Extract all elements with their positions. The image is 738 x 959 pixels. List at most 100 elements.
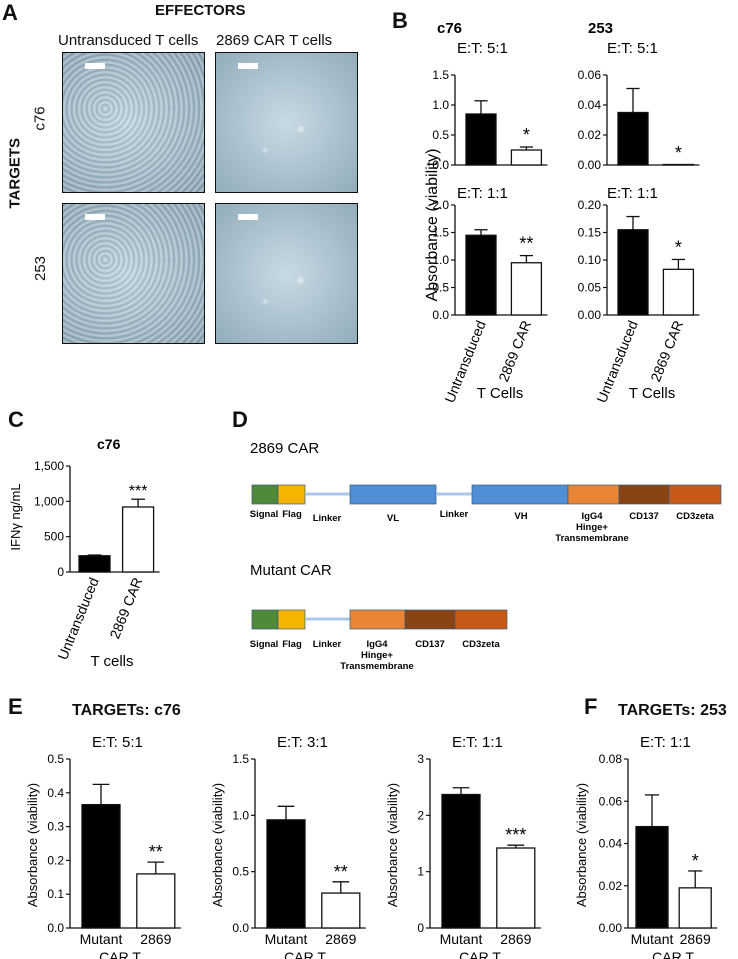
bar-control [617, 229, 649, 316]
et-ratio-label: E:T: 1:1 [457, 185, 508, 202]
panel-label-b: B [392, 8, 408, 33]
panel-label-d: D [232, 407, 248, 432]
y-tick-label: 0.0 [432, 158, 449, 172]
panel-e-title: TARGETs: c76 [72, 702, 181, 719]
row-c76-label: c76 [31, 106, 49, 131]
chart-b-c76-1to1: E:T: 1:10.00.51.01.52.0**Untransduced 286… [432, 185, 548, 405]
y-tick-label: 0.10 [578, 253, 602, 267]
y-tick-label: 1.0 [432, 253, 449, 267]
y-tick-label: 0 [57, 565, 64, 579]
y-tick-label: 0.3 [47, 820, 64, 834]
significance-marker: *** [129, 483, 148, 500]
y-tick-label: 0.04 [599, 837, 623, 851]
domain-label: CD3zeta [462, 639, 500, 650]
y-tick-label: 0 [417, 921, 424, 935]
x-axis-title: T Cells [629, 385, 675, 402]
x-tick-label: Mutant [631, 931, 674, 947]
panel-label-a: A [2, 0, 18, 25]
domain-label: IgG4 Hinge+ Transmembrane [340, 639, 413, 670]
chart-b-c76-5to1: c76 E:T: 5:1 0.0 0.5 1.0 1.5 * [432, 20, 548, 172]
bar-car [662, 163, 695, 166]
y-axis-title: Absorbance (viability) [385, 783, 400, 907]
y-tick-label: 0.5 [432, 281, 449, 295]
domain-label: IgG4 Hinge+ Transmembrane [555, 511, 628, 544]
domain-label: Linker [313, 513, 342, 524]
bar-car [510, 262, 543, 316]
bar-car [678, 887, 712, 929]
significance-marker: * [523, 125, 530, 145]
cd3zeta-domain [668, 484, 722, 505]
y-tick-label: 1.0 [432, 98, 449, 112]
y-tick-label: 1,500 [34, 459, 64, 473]
vh-domain [471, 484, 569, 505]
scale-bar [85, 63, 105, 69]
y-tick-label: 0.00 [578, 308, 602, 322]
y-tick-label: 0.08 [599, 752, 623, 766]
mutant-car-title: Mutant CAR [250, 562, 332, 579]
y-tick-label: 0.00 [599, 921, 623, 935]
domain-label: Signal [250, 639, 279, 650]
panel-f-chart: E:T: 1:1 Absorbance (viability) 0.00 0.02 0.… [574, 734, 718, 959]
significance-marker: * [675, 237, 682, 257]
effectors-title: EFFECTORS [155, 2, 246, 19]
x-axis-title: T Cells [477, 385, 523, 402]
micrograph-c76-car [215, 52, 358, 193]
chart-b-253-1to1: E:T: 1:10.000.050.100.150.20*Untransduce… [578, 185, 700, 405]
chart-e-3to1: E:T: 3:1 Absorbance (viability) 0.0 0.5 1.0 1… [210, 734, 366, 959]
et-ratio-label: E:T: 5:1 [607, 40, 658, 57]
y-axis-title: IFNγ ng/mL [8, 483, 23, 550]
micrograph-c76-untransduced [62, 52, 205, 193]
x-axis-title: CAR T [652, 949, 694, 959]
significance-marker: ** [519, 234, 533, 254]
chart-title: c76 [437, 20, 462, 37]
col-car-label: 2869 CAR T cells [216, 32, 333, 49]
domain-label: Flag [282, 509, 302, 520]
et-ratio-label: E:T: 3:1 [277, 734, 328, 751]
significance-marker: ** [334, 862, 348, 882]
y-tick-label: 2.0 [432, 198, 449, 212]
y-axis-title: Absorbance (viability) [574, 783, 589, 907]
domain-label: CD137 [629, 511, 659, 522]
bar-car [321, 892, 361, 929]
construct-2869-car: Signal Flag Linker VL Linker VH IgG4 Hinge+ Tran… [250, 484, 722, 544]
x-axis-title: CAR T [459, 949, 501, 959]
significance-marker: * [692, 851, 699, 871]
y-axis-title: Absorbance (viability) [25, 783, 40, 907]
igg4-domain [567, 484, 620, 505]
domain-label: Flag [282, 639, 302, 650]
y-tick-label: 3 [417, 752, 424, 766]
et-ratio-label: E:T: 1:1 [607, 185, 658, 202]
bar-car [121, 506, 155, 573]
bar-car [496, 847, 536, 929]
y-axis-title: Absorbance (viability) [210, 783, 225, 907]
scale-bar [238, 63, 258, 69]
panel-label-e: E [8, 694, 23, 719]
y-tick-label: 0.02 [578, 128, 602, 142]
chart-e-5to1: E:T: 5:1 Absorbance (viability) 0.0 0.1 0.2 0… [25, 734, 181, 959]
x-tick-label: 2869 CAR [106, 575, 145, 641]
x-tick-label: 2869 CAR [647, 318, 686, 384]
chart-c-ifng: c76 IFNγ ng/mL 0 500 1,000 1,500 *** Untransduc… [8, 436, 160, 670]
et-ratio-label: E:T: 1:1 [452, 734, 503, 751]
panel-b-ylabel: Absorbance (viability) [424, 149, 441, 302]
domain-label: Linker [313, 639, 342, 650]
y-tick-label: 1 [417, 865, 424, 879]
x-tick-label: Mutant [265, 931, 308, 947]
row-253-label: 253 [32, 255, 50, 282]
construct-mutant-car: Signal Flag Linker IgG4 Hinge+ Transmembrane C… [250, 609, 508, 670]
x-tick-label: 2869 CAR [495, 318, 534, 384]
et-ratio-label: E:T: 5:1 [457, 40, 508, 57]
targets-label: TARGETS [6, 137, 24, 209]
panel-e-charts: E:T: 5:1 Absorbance (viability) 0.0 0.1 0.2 0… [25, 734, 541, 959]
y-tick-label: 0.02 [599, 879, 623, 893]
y-tick-label: 500 [44, 530, 64, 544]
x-axis-title: CAR T [99, 949, 141, 959]
vl-domain [349, 484, 437, 505]
bar-control [266, 819, 306, 929]
y-tick-label: 2 [417, 808, 424, 822]
x-tick-label: 2869 [680, 931, 711, 947]
x-tick-label: 2869 [325, 931, 356, 947]
y-tick-label: 0.5 [47, 752, 64, 766]
significance-marker: ** [149, 842, 163, 862]
domain-label: VH [514, 511, 527, 522]
